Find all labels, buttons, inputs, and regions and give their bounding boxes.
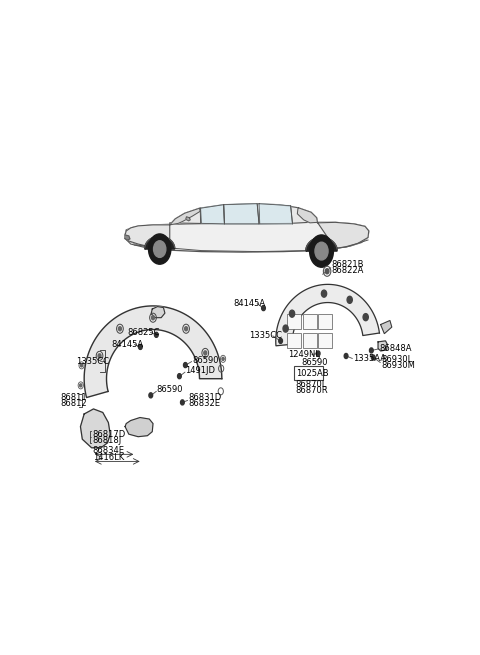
Text: 1335CC: 1335CC — [76, 356, 109, 365]
Circle shape — [289, 310, 295, 317]
Polygon shape — [297, 208, 317, 223]
FancyBboxPatch shape — [287, 333, 301, 348]
Circle shape — [178, 373, 181, 379]
Polygon shape — [170, 208, 200, 225]
Text: 86832E: 86832E — [188, 399, 220, 408]
Circle shape — [149, 393, 153, 398]
Text: 1491JD: 1491JD — [185, 366, 216, 375]
Text: 86825C: 86825C — [127, 328, 159, 337]
Text: 86834E: 86834E — [93, 446, 125, 455]
Circle shape — [325, 269, 329, 274]
Text: 86817D: 86817D — [93, 430, 126, 439]
Circle shape — [204, 351, 207, 355]
FancyBboxPatch shape — [318, 333, 332, 348]
Polygon shape — [125, 235, 130, 240]
Circle shape — [155, 332, 158, 337]
Text: 84145A: 84145A — [111, 340, 144, 349]
Text: 1335AA: 1335AA — [353, 354, 386, 363]
Circle shape — [347, 296, 352, 303]
Text: 86818J: 86818J — [93, 436, 122, 445]
Circle shape — [180, 400, 184, 405]
FancyBboxPatch shape — [302, 314, 317, 329]
Text: 86812: 86812 — [60, 399, 87, 408]
Text: 86870R: 86870R — [296, 386, 328, 395]
Polygon shape — [125, 225, 170, 250]
Text: 86811: 86811 — [60, 393, 87, 402]
Polygon shape — [224, 204, 259, 224]
Polygon shape — [276, 284, 379, 346]
Circle shape — [262, 305, 265, 310]
Polygon shape — [81, 409, 110, 448]
Circle shape — [139, 345, 142, 349]
Text: 1416LK: 1416LK — [93, 453, 124, 462]
FancyBboxPatch shape — [287, 314, 301, 329]
Circle shape — [279, 339, 282, 343]
Text: 86930M: 86930M — [381, 361, 415, 370]
Circle shape — [98, 354, 101, 358]
FancyBboxPatch shape — [318, 314, 332, 329]
Text: 86822A: 86822A — [332, 266, 364, 275]
Polygon shape — [201, 204, 225, 224]
Text: 86821B: 86821B — [332, 259, 364, 269]
Polygon shape — [317, 222, 369, 248]
Circle shape — [363, 314, 368, 321]
Circle shape — [152, 316, 155, 320]
Circle shape — [80, 384, 82, 387]
Text: 1335CC: 1335CC — [249, 331, 282, 341]
Text: 86590: 86590 — [192, 356, 218, 365]
Circle shape — [322, 290, 326, 297]
Polygon shape — [306, 237, 337, 251]
FancyBboxPatch shape — [294, 366, 324, 380]
Circle shape — [148, 234, 171, 264]
Text: 86848A: 86848A — [379, 345, 412, 354]
Circle shape — [119, 327, 121, 331]
Polygon shape — [125, 417, 153, 437]
Polygon shape — [170, 204, 317, 225]
Circle shape — [185, 327, 188, 331]
Polygon shape — [84, 306, 222, 398]
FancyBboxPatch shape — [302, 333, 317, 348]
Circle shape — [316, 351, 320, 356]
Text: 84145A: 84145A — [234, 299, 266, 308]
Circle shape — [315, 242, 328, 260]
Polygon shape — [378, 341, 387, 351]
Polygon shape — [144, 236, 175, 249]
Polygon shape — [186, 217, 190, 221]
Polygon shape — [125, 222, 369, 252]
Circle shape — [310, 235, 334, 267]
Polygon shape — [259, 204, 292, 224]
Text: 86590: 86590 — [156, 385, 183, 394]
Text: 1025AB: 1025AB — [297, 369, 329, 378]
Circle shape — [372, 355, 375, 360]
Circle shape — [283, 325, 288, 332]
Circle shape — [222, 358, 224, 360]
Circle shape — [344, 354, 348, 358]
Text: 86930L: 86930L — [381, 355, 412, 364]
Text: 86590: 86590 — [301, 358, 327, 367]
Text: 1249NL: 1249NL — [288, 350, 321, 359]
Polygon shape — [381, 320, 392, 333]
Circle shape — [154, 241, 166, 257]
Polygon shape — [151, 307, 165, 318]
Circle shape — [81, 364, 83, 367]
Circle shape — [370, 348, 373, 353]
Text: 86831D: 86831D — [188, 393, 222, 402]
Text: 86870L: 86870L — [296, 380, 327, 388]
Circle shape — [183, 363, 187, 367]
